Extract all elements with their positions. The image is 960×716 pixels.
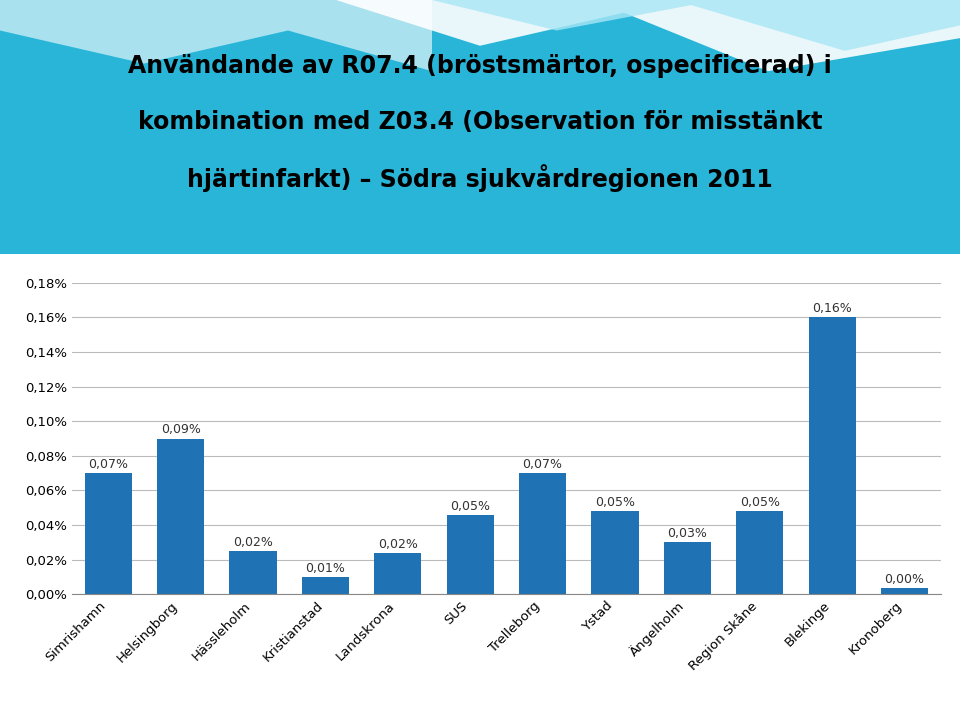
Text: 0,05%: 0,05% xyxy=(450,500,491,513)
FancyBboxPatch shape xyxy=(0,0,960,254)
Polygon shape xyxy=(336,0,960,71)
Polygon shape xyxy=(432,0,960,51)
Text: hjärtinfarkt) – Södra sjukvårdregionen 2011: hjärtinfarkt) – Södra sjukvårdregionen 2… xyxy=(187,164,773,192)
Bar xyxy=(229,551,276,594)
Text: 0,09%: 0,09% xyxy=(160,423,201,437)
Text: 0,00%: 0,00% xyxy=(884,573,924,586)
Text: 0,02%: 0,02% xyxy=(378,538,418,551)
Bar xyxy=(374,553,421,594)
Bar xyxy=(591,511,638,594)
Bar xyxy=(808,317,855,594)
Text: 0,02%: 0,02% xyxy=(233,536,273,549)
Text: kombination med Z03.4 (Observation för misstänkt: kombination med Z03.4 (Observation för m… xyxy=(137,110,823,134)
Text: 0,07%: 0,07% xyxy=(88,458,129,471)
Text: 0,05%: 0,05% xyxy=(595,496,635,509)
Polygon shape xyxy=(0,0,432,71)
Bar xyxy=(446,515,493,594)
Bar xyxy=(157,438,204,594)
Bar xyxy=(664,543,711,594)
Text: 0,07%: 0,07% xyxy=(522,458,563,471)
Text: 0,16%: 0,16% xyxy=(812,302,852,315)
Bar xyxy=(301,577,348,594)
Bar xyxy=(519,473,566,594)
Text: 0,01%: 0,01% xyxy=(305,562,346,575)
Text: Användande av R07.4 (bröstsmärtor, ospecificerad) i: Användande av R07.4 (bröstsmärtor, ospec… xyxy=(128,54,832,78)
Text: 0,05%: 0,05% xyxy=(740,496,780,509)
Bar xyxy=(736,511,783,594)
Text: 0,03%: 0,03% xyxy=(667,527,708,541)
Bar xyxy=(881,589,928,594)
Bar xyxy=(84,473,132,594)
